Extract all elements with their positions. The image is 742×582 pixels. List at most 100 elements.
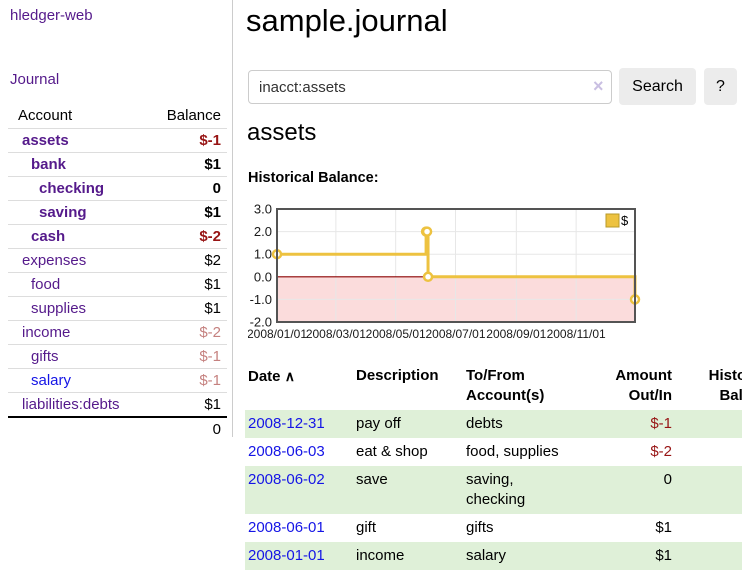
svg-text:$: $ (621, 213, 629, 228)
account-heading: assets (247, 119, 317, 146)
account-balance: $1 (204, 156, 221, 173)
transaction-accounts: gifts (466, 519, 494, 536)
svg-text:2008/01/01: 2008/01/01 (248, 327, 307, 341)
account-row-salary: salary $-1 (8, 368, 227, 393)
accounts-header-row: Account Balance (8, 104, 227, 129)
account-row-gifts: gifts $-1 (8, 344, 227, 369)
transaction-description: eat & shop (356, 443, 428, 460)
transaction-description: save (356, 471, 388, 488)
svg-text:0.0: 0.0 (254, 269, 272, 284)
account-balance: $1 (204, 276, 221, 293)
transaction-accounts: debts (466, 415, 503, 432)
transaction-description: income (356, 547, 405, 564)
transaction-row: 2008-06-02 save saving, checking 0 $2 (245, 466, 742, 514)
app-brand-link[interactable]: hledger-web (10, 7, 93, 24)
account-balance: $-2 (199, 324, 221, 341)
sidebar-divider (232, 0, 233, 437)
sidebar-item-journal[interactable]: Journal (10, 71, 60, 88)
account-balance: $-1 (199, 132, 221, 149)
account-row-expenses: expenses $2 (8, 248, 227, 273)
account-balance: $1 (204, 300, 221, 317)
svg-text:2008/05/01: 2008/05/01 (366, 327, 426, 341)
historical-balance-chart: $3.0 2.0 1.0 0.0 -1.0 -2.0 2008/01/01 2008/03/0… (247, 202, 742, 353)
account-link-supplies[interactable]: supplies (31, 300, 87, 317)
search-button[interactable]: Search (619, 68, 696, 105)
transaction-date-link[interactable]: 2008-01-01 (248, 547, 325, 564)
svg-text:2008/07/01: 2008/07/01 (425, 327, 485, 341)
svg-text:1.0: 1.0 (254, 247, 272, 262)
sort-ascending-icon: ∧ (284, 368, 295, 384)
svg-text:3.0: 3.0 (254, 203, 272, 217)
account-link-bank[interactable]: bank (31, 156, 67, 173)
account-balance: $-2 (199, 228, 221, 245)
account-row-income: income $-2 (8, 320, 227, 345)
account-link-assets[interactable]: assets (22, 132, 69, 149)
transaction-amount: 0 (663, 471, 672, 488)
transaction-accounts: food, supplies (466, 443, 559, 460)
svg-text:-1.0: -1.0 (250, 292, 272, 307)
account-link-expenses[interactable]: expenses (22, 252, 87, 269)
clear-search-icon[interactable]: × (593, 76, 604, 96)
account-link-liabilities-debts[interactable]: liabilities:debts (22, 396, 120, 413)
account-link-saving[interactable]: saving (39, 204, 87, 221)
account-balance: $1 (204, 396, 221, 413)
account-balance: $2 (204, 252, 221, 269)
account-row-supplies: supplies $1 (8, 296, 227, 321)
page-title: sample.journal (246, 3, 448, 38)
svg-text:2008/09/01: 2008/09/01 (486, 327, 546, 341)
account-link-gifts[interactable]: gifts (31, 348, 59, 365)
account-link-checking[interactable]: checking (39, 180, 105, 197)
account-balance: $-1 (199, 372, 221, 389)
transaction-balance: $2 (677, 514, 742, 542)
transaction-balance: $1 (677, 542, 742, 570)
account-link-cash[interactable]: cash (31, 228, 66, 245)
transaction-row: 2008-06-01 gift gifts $1 $2 (245, 514, 742, 542)
register-header-row: Date ∧ Description To/From Account(s) Am… (245, 362, 742, 410)
svg-text:2008/03/01: 2008/03/01 (306, 327, 366, 341)
account-link-income[interactable]: income (22, 324, 71, 341)
account-row-food: food $1 (8, 272, 227, 297)
transaction-amount: $1 (655, 519, 672, 536)
transaction-accounts: salary (466, 547, 507, 564)
transaction-accounts: saving, checking (466, 471, 526, 508)
account-row-assets: assets $-1 (8, 128, 227, 153)
account-link-food[interactable]: food (31, 276, 61, 293)
account-row-saving: saving $1 (8, 200, 227, 225)
transaction-balance: $-1 (677, 410, 742, 438)
transaction-date-link[interactable]: 2008-06-03 (248, 443, 325, 460)
register-table: Date ∧ Description To/From Account(s) Am… (245, 362, 742, 570)
svg-text:-2.0: -2.0 (250, 315, 272, 330)
transaction-amount: $-2 (650, 443, 672, 460)
description-column-header: Description (356, 367, 439, 384)
transaction-date-link[interactable]: 2008-12-31 (248, 415, 325, 432)
account-link-salary[interactable]: salary (31, 372, 72, 389)
transaction-balance: $2 (677, 466, 742, 514)
transaction-date-link[interactable]: 2008-06-02 (248, 471, 325, 488)
transaction-description: pay off (356, 415, 401, 432)
accounts-table: Account Balance assets $-1 bank $1 check… (8, 104, 227, 441)
svg-text:2008/11/01: 2008/11/01 (547, 327, 606, 341)
transaction-amount: $1 (655, 547, 672, 564)
account-row-liabilities-debts: liabilities:debts $1 (8, 392, 227, 418)
accounts-column-header: To/From Account(s) (466, 367, 545, 404)
account-balance: $1 (204, 204, 221, 221)
account-row-cash: cash $-2 (8, 224, 227, 249)
transaction-date-link[interactable]: 2008-06-01 (248, 519, 325, 536)
account-balance: $-1 (199, 348, 221, 365)
account-column-header: Account (18, 107, 73, 124)
transaction-amount: $-1 (650, 415, 672, 432)
transaction-row: 2008-01-01 income salary $1 $1 (245, 542, 742, 570)
amount-column-header: Amount Out/In (615, 367, 672, 404)
transaction-balance: 0 (677, 438, 742, 466)
balance-column-header: Historical Balance (708, 367, 742, 404)
accounts-total-value: 0 (212, 421, 221, 438)
account-row-checking: checking 0 (8, 176, 227, 201)
svg-text:2.0: 2.0 (254, 224, 272, 239)
help-button[interactable]: ? (704, 68, 737, 105)
transaction-description: gift (356, 519, 377, 536)
account-balance: 0 (212, 180, 221, 197)
date-column-header[interactable]: Date ∧ (248, 368, 295, 385)
transaction-row: 2008-12-31 pay off debts $-1 $-1 (245, 410, 742, 438)
balance-column-header: Balance (166, 107, 221, 124)
search-input[interactable] (248, 70, 612, 104)
